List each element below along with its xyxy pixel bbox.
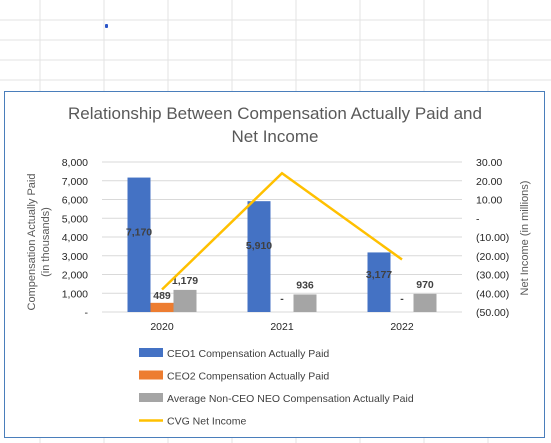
legend: CEO1 Compensation Actually Paid CEO2 Comp… — [139, 348, 414, 428]
right-tick-label: (10.00) — [476, 232, 509, 244]
data-label: 5,910 — [246, 240, 272, 252]
data-label: 7,170 — [126, 226, 152, 238]
right-tick-label: - — [476, 213, 480, 225]
right-tick-label: (30.00) — [476, 270, 509, 282]
data-label: - — [400, 293, 404, 305]
left-tick-label: 4,000 — [62, 232, 88, 244]
legend-label: CEO2 Compensation Actually Paid — [167, 371, 329, 383]
left-axis-title-line-2: (in thousands) — [40, 207, 52, 277]
left-tick-label: 6,000 — [62, 195, 88, 207]
left-tick-label: - — [85, 307, 89, 319]
legend-label: CVG Net Income — [167, 416, 247, 428]
data-label: 1,179 — [172, 275, 198, 287]
x-tick-label: 2020 — [150, 321, 174, 333]
legend-swatch — [139, 370, 163, 380]
right-axis-title: Net Income (in millions) — [519, 181, 531, 296]
net-income-line — [161, 171, 403, 291]
right-tick-label: (20.00) — [476, 251, 509, 263]
bar — [293, 294, 317, 312]
legend-label: Average Non-CEO NEO Compensation Actuall… — [167, 393, 414, 405]
data-label: - — [280, 293, 284, 305]
right-tick-label: (40.00) — [476, 288, 509, 300]
left-tick-label: 5,000 — [62, 213, 88, 225]
data-label: 489 — [153, 290, 171, 302]
x-tick-label: 2021 — [270, 321, 294, 333]
bar — [413, 293, 437, 312]
right-tick-label: (50.00) — [476, 307, 509, 319]
bar — [173, 289, 197, 312]
cell-marker — [105, 24, 108, 28]
bar — [367, 252, 391, 312]
legend-swatch — [139, 348, 163, 357]
legend-swatch — [139, 393, 163, 402]
chart-container[interactable] — [4, 91, 545, 438]
left-tick-label: 3,000 — [62, 251, 88, 263]
data-label: 3,177 — [366, 269, 392, 281]
left-axis-title-line-1: Compensation Actually Paid — [26, 174, 38, 311]
bar — [150, 302, 174, 312]
chart-title-line-2: Net Income — [232, 127, 319, 146]
left-tick-label: 1,000 — [62, 288, 88, 300]
left-tick-label: 2,000 — [62, 270, 88, 282]
chart-title-line-1: Relationship Between Compensation Actual… — [68, 104, 482, 123]
right-tick-label: 20.00 — [476, 176, 502, 188]
data-label: 970 — [416, 279, 434, 291]
data-label: 936 — [296, 279, 314, 291]
right-tick-label: 10.00 — [476, 195, 502, 207]
right-tick-label: 30.00 — [476, 157, 502, 169]
left-tick-label: 7,000 — [62, 176, 88, 188]
bar — [247, 201, 271, 312]
x-tick-label: 2022 — [390, 321, 414, 333]
bar — [127, 177, 151, 312]
legend-label: CEO1 Compensation Actually Paid — [167, 348, 329, 360]
left-tick-label: 8,000 — [62, 157, 88, 169]
